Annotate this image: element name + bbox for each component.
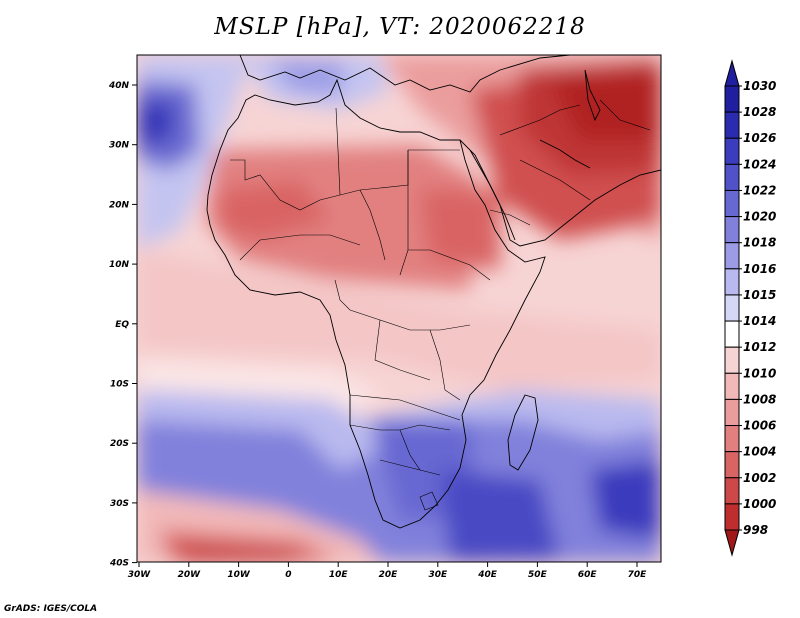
lon-tick-label: 60E (578, 570, 598, 580)
colorbar-label: 1022 (743, 183, 776, 197)
border (349, 394, 461, 421)
colorbar-label: 1008 (743, 392, 776, 406)
latitude-axis: 40N 30N 20N 10N EQ 10S 20S 30S 40S (108, 81, 137, 569)
colorbar-label: 1030 (743, 79, 776, 93)
border (499, 104, 581, 136)
caspian-coastline (584, 69, 601, 122)
lon-tick-label: 30E (428, 570, 448, 580)
border (359, 189, 386, 261)
colorbar-swatch (724, 320, 740, 348)
lat-tick-label: 20S (110, 439, 129, 449)
lat-tick-label: 40S (109, 559, 129, 569)
colorbar-swatch (724, 398, 740, 427)
colorbar-swatch (724, 503, 740, 531)
pressure-region (550, 70, 661, 140)
pressure-region (440, 470, 560, 562)
colorbar-swatch (724, 137, 740, 165)
colorbar-swatch (724, 163, 740, 191)
madagascar-coastline (507, 394, 539, 471)
lat-tick-label: 40N (108, 81, 130, 91)
lat-tick-label: 10S (110, 380, 129, 390)
border (429, 329, 461, 401)
border (419, 491, 439, 511)
lon-tick-label: 30W (128, 570, 152, 580)
lat-tick-label: 10N (109, 260, 130, 270)
pressure-region (180, 548, 300, 562)
pressure-region (137, 100, 175, 145)
pressure-region (420, 190, 500, 270)
lon-tick-label: 70E (628, 570, 648, 580)
colorbar-swatch (724, 216, 740, 244)
colorbar-label: 1020 (743, 210, 776, 224)
border (230, 150, 409, 211)
colorbar-label: 1006 (743, 419, 776, 433)
map-frame (136, 54, 662, 563)
lon-tick-label: 20E (379, 570, 399, 580)
colorbar-swatch (724, 346, 740, 374)
lon-tick-label: 20W (178, 570, 202, 580)
lon-tick-label: 0 (285, 570, 291, 580)
colorbar-swatch (724, 111, 740, 139)
colorbar: 1030 1028 1026 1024 1022 1020 1018 1016 1015 1014… (724, 59, 776, 557)
colorbar-label: 1024 (743, 157, 776, 171)
colorbar-swatch (724, 372, 740, 400)
colorbar-label: 1028 (743, 105, 776, 119)
colorbar-swatch (724, 189, 740, 218)
pressure-region (137, 250, 661, 390)
pressure-field (137, 55, 661, 562)
country-borders (230, 99, 651, 511)
longitude-axis: 30W 20W 10W 0 10E 20E 30E 40E 50E 60E 70E (128, 562, 647, 580)
grads-credit: GrADS: IGES/COLA (4, 604, 98, 614)
africa-coastline (206, 78, 546, 529)
border (599, 99, 651, 131)
red-sea-coastline (469, 149, 516, 241)
pressure-region (220, 180, 330, 240)
colorbar-swatch (724, 451, 740, 479)
border (408, 249, 491, 281)
colorbar-label: 1004 (743, 445, 776, 459)
border (379, 459, 441, 476)
lat-tick-label: 20N (109, 200, 130, 210)
border (374, 319, 431, 381)
persian-gulf-coastline (539, 139, 591, 169)
border (519, 159, 591, 201)
colorbar-swatch (724, 425, 740, 453)
colorbar-label: 1015 (743, 288, 776, 302)
lat-tick-label: EQ (115, 320, 129, 330)
colorbar-top-arrow (724, 59, 740, 87)
border (239, 234, 361, 261)
colorbar-bottom-arrow (724, 529, 740, 557)
border (335, 107, 341, 196)
colorbar-label: 1010 (743, 366, 776, 380)
lon-tick-label: 10E (329, 570, 349, 580)
arabia-coastline (459, 139, 661, 247)
colorbar-label: 1016 (743, 262, 776, 276)
colorbar-swatch (724, 242, 740, 270)
colorbar-label: 1014 (743, 314, 776, 328)
coastlines (206, 55, 661, 529)
colorbar-label: 998 (743, 523, 768, 537)
pressure-region (270, 60, 345, 95)
colorbar-label: 1012 (743, 340, 776, 354)
europe-coastline (239, 55, 571, 93)
border (489, 209, 531, 226)
colorbar-label: 1000 (743, 497, 776, 511)
lon-tick-label: 40E (477, 570, 498, 580)
pressure-region (590, 460, 661, 540)
map-title: MSLP [hPa], VT: 2020062218 (214, 14, 586, 40)
lat-tick-label: 30S (110, 499, 129, 509)
colorbar-swatch (724, 85, 740, 113)
lon-tick-label: 10W (227, 570, 251, 580)
lon-tick-label: 50E (528, 570, 548, 580)
colorbar-swatch (724, 294, 740, 322)
colorbar-label: 1002 (743, 471, 776, 485)
pressure-region (205, 145, 480, 290)
colorbar-label: 1018 (743, 236, 776, 250)
lat-tick-label: 30N (109, 141, 130, 151)
colorbar-label: 1026 (743, 131, 776, 145)
colorbar-swatch (724, 268, 740, 296)
colorbar-swatch (724, 477, 740, 505)
border (399, 424, 451, 431)
